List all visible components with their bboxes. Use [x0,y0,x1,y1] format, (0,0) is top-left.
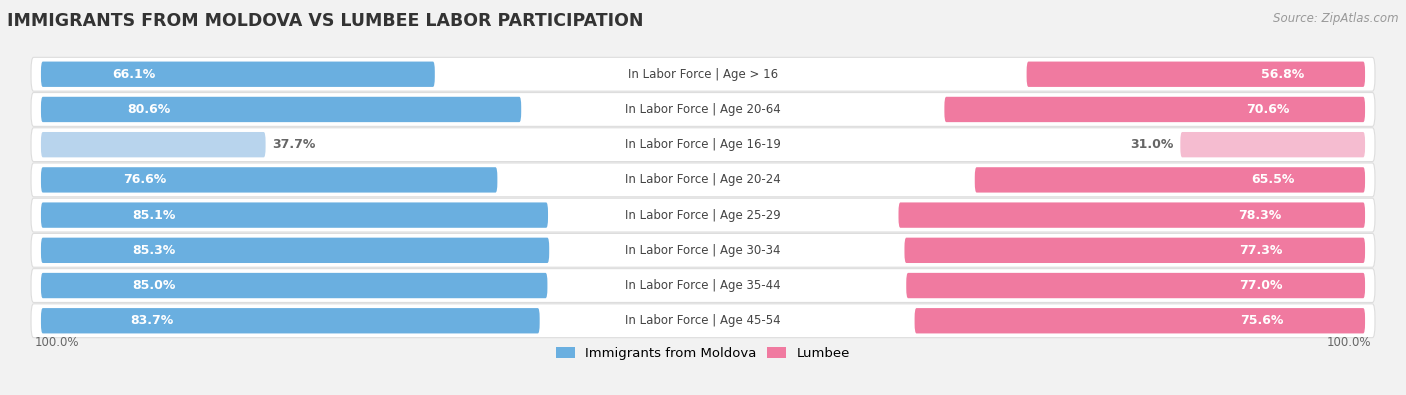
Text: 66.1%: 66.1% [112,68,155,81]
Text: In Labor Force | Age 35-44: In Labor Force | Age 35-44 [626,279,780,292]
Text: 77.3%: 77.3% [1239,244,1282,257]
Text: 31.0%: 31.0% [1130,138,1174,151]
Text: 100.0%: 100.0% [1327,336,1372,349]
Text: 80.6%: 80.6% [128,103,170,116]
FancyBboxPatch shape [31,57,1375,91]
Legend: Immigrants from Moldova, Lumbee: Immigrants from Moldova, Lumbee [557,348,849,360]
Text: In Labor Force | Age 25-29: In Labor Force | Age 25-29 [626,209,780,222]
Text: 78.3%: 78.3% [1237,209,1281,222]
Text: 85.0%: 85.0% [132,279,176,292]
FancyBboxPatch shape [31,128,1375,162]
Text: 75.6%: 75.6% [1240,314,1284,327]
Text: In Labor Force | Age 16-19: In Labor Force | Age 16-19 [626,138,780,151]
Text: 83.7%: 83.7% [131,314,174,327]
FancyBboxPatch shape [907,273,1365,298]
Text: In Labor Force | Age 20-24: In Labor Force | Age 20-24 [626,173,780,186]
Text: 85.3%: 85.3% [132,244,176,257]
FancyBboxPatch shape [41,132,266,157]
FancyBboxPatch shape [974,167,1365,193]
Text: In Labor Force | Age > 16: In Labor Force | Age > 16 [628,68,778,81]
FancyBboxPatch shape [41,97,522,122]
Text: 37.7%: 37.7% [273,138,315,151]
Text: In Labor Force | Age 30-34: In Labor Force | Age 30-34 [626,244,780,257]
FancyBboxPatch shape [1181,132,1365,157]
FancyBboxPatch shape [31,304,1375,338]
FancyBboxPatch shape [41,202,548,228]
Text: 85.1%: 85.1% [132,209,176,222]
FancyBboxPatch shape [31,163,1375,197]
FancyBboxPatch shape [31,198,1375,232]
Text: 65.5%: 65.5% [1251,173,1295,186]
Text: IMMIGRANTS FROM MOLDOVA VS LUMBEE LABOR PARTICIPATION: IMMIGRANTS FROM MOLDOVA VS LUMBEE LABOR … [7,12,644,30]
FancyBboxPatch shape [31,269,1375,303]
Text: In Labor Force | Age 20-64: In Labor Force | Age 20-64 [626,103,780,116]
FancyBboxPatch shape [41,62,434,87]
FancyBboxPatch shape [914,308,1365,333]
FancyBboxPatch shape [41,308,540,333]
Text: 77.0%: 77.0% [1239,279,1282,292]
Text: 70.6%: 70.6% [1246,103,1289,116]
Text: Source: ZipAtlas.com: Source: ZipAtlas.com [1274,12,1399,25]
FancyBboxPatch shape [898,202,1365,228]
Text: 56.8%: 56.8% [1261,68,1305,81]
FancyBboxPatch shape [1026,62,1365,87]
FancyBboxPatch shape [41,273,547,298]
Text: 76.6%: 76.6% [124,173,166,186]
FancyBboxPatch shape [41,238,550,263]
FancyBboxPatch shape [945,97,1365,122]
FancyBboxPatch shape [31,92,1375,126]
FancyBboxPatch shape [31,233,1375,267]
Text: In Labor Force | Age 45-54: In Labor Force | Age 45-54 [626,314,780,327]
FancyBboxPatch shape [41,167,498,193]
Text: 100.0%: 100.0% [34,336,79,349]
FancyBboxPatch shape [904,238,1365,263]
